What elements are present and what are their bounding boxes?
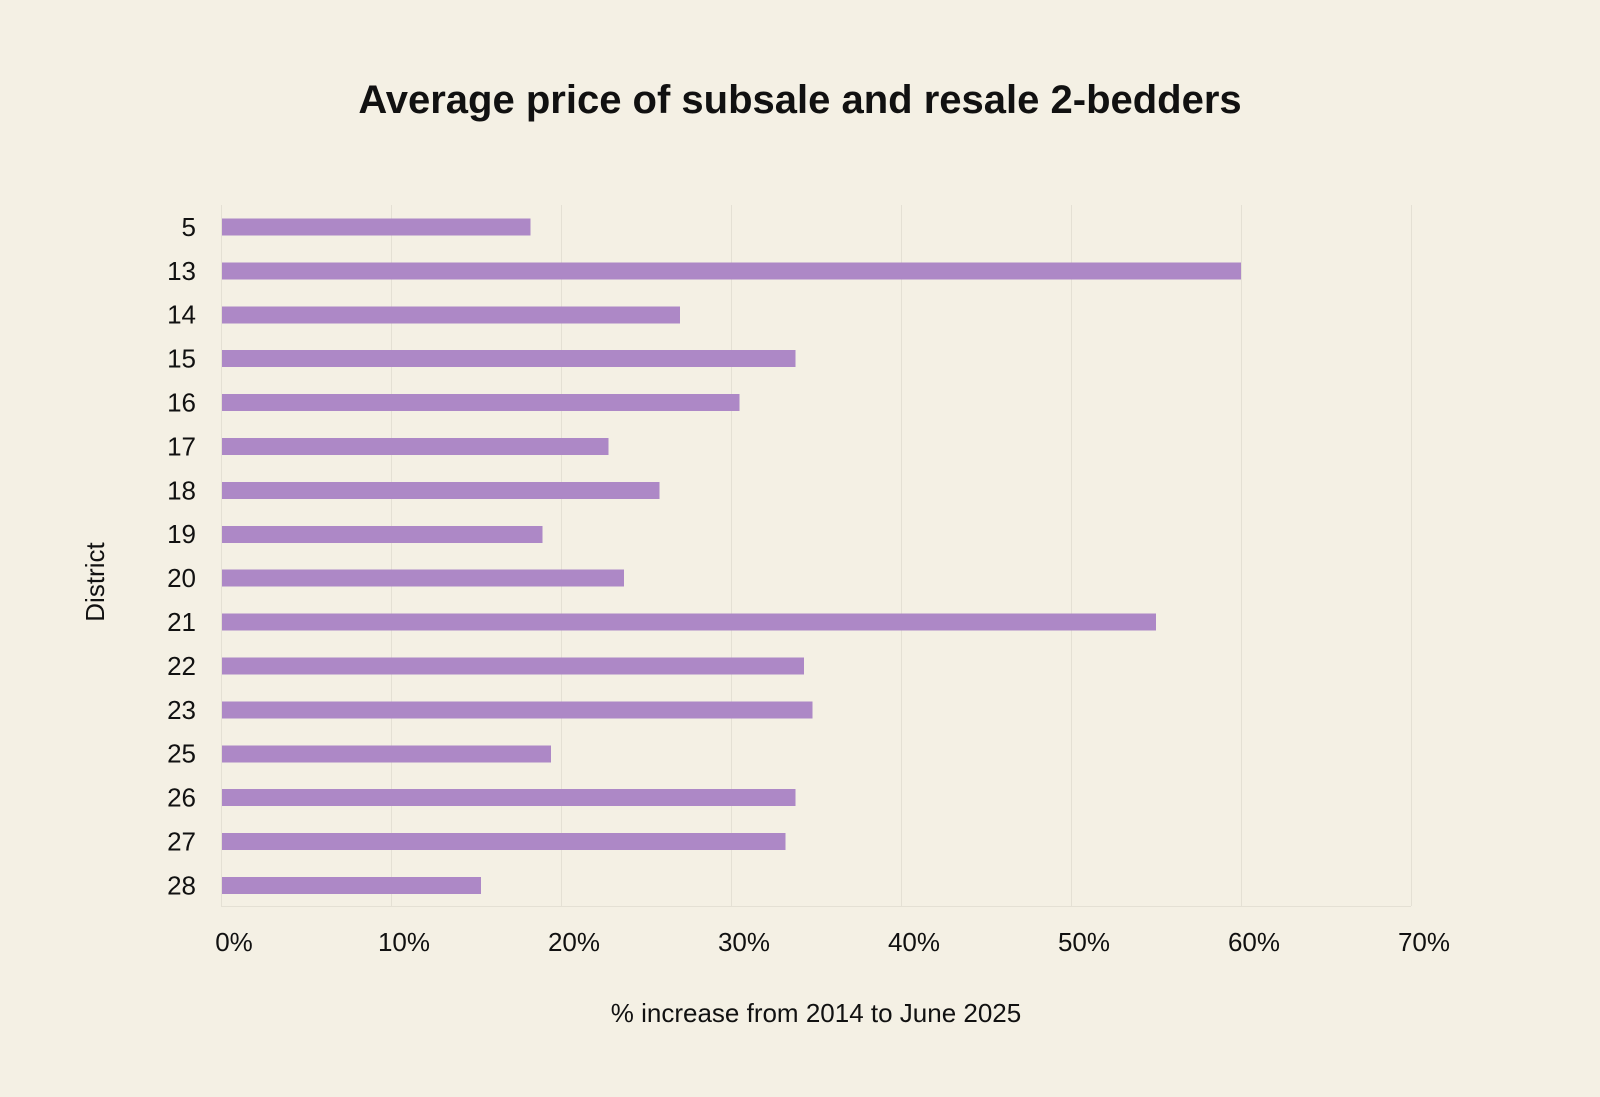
y-tick-label: 16 [167, 387, 196, 417]
y-tick-label: 23 [167, 695, 196, 725]
bar-district-22 [222, 657, 805, 675]
y-tick-label: 5 [182, 212, 196, 242]
bar-district-28 [222, 877, 482, 894]
x-tick-label: 30% [718, 927, 770, 957]
x-axis-label: % increase from 2014 to June 2025 [611, 998, 1021, 1028]
y-tick-label: 25 [167, 739, 196, 769]
bar-district-19 [222, 525, 543, 543]
bar-district-26 [222, 789, 796, 807]
y-tick-label: 13 [167, 256, 196, 286]
y-tick-label: 15 [167, 344, 196, 374]
y-tick-label: 28 [167, 870, 196, 900]
y-tick-label: 27 [167, 826, 196, 856]
x-tick-label: 40% [888, 927, 940, 957]
y-tick-label: 17 [167, 431, 196, 461]
bar-district-16 [222, 394, 740, 412]
bar-district-5 [222, 218, 531, 236]
bar-district-17 [222, 438, 609, 455]
bar-district-14 [222, 306, 680, 324]
y-tick-label: 18 [167, 475, 196, 505]
x-tick-label: 70% [1398, 927, 1450, 957]
bar-district-21 [222, 613, 1156, 631]
y-tick-label: 14 [167, 300, 196, 330]
y-tick-label: 20 [167, 563, 196, 593]
x-tick-label: 60% [1228, 927, 1280, 957]
bar-district-23 [222, 701, 813, 719]
bar-district-25 [222, 745, 551, 763]
x-axis-ticks: 0% 10% 20% 30% 40% 50% 60% 70% [215, 927, 1450, 957]
bars [222, 218, 1241, 894]
y-tick-label: 22 [167, 651, 196, 681]
x-tick-label: 0% [215, 927, 253, 957]
bar-district-27 [222, 833, 786, 851]
bar-district-18 [222, 481, 660, 499]
chart-title: Average price of subsale and resale 2-be… [358, 78, 1241, 122]
y-tick-label: 21 [167, 607, 196, 637]
bar-district-15 [222, 350, 796, 368]
y-tick-label: 19 [167, 519, 196, 549]
x-tick-label: 20% [548, 927, 600, 957]
x-tick-label: 50% [1058, 927, 1110, 957]
bar-district-20 [222, 569, 624, 587]
y-tick-label: 26 [167, 783, 196, 813]
x-tick-label: 10% [378, 927, 430, 957]
bar-district-13 [222, 262, 1241, 280]
y-axis-label: District [80, 542, 110, 622]
y-axis-ticks: 5 13 14 15 16 17 18 19 20 21 22 23 25 26 27 28 [167, 212, 196, 901]
